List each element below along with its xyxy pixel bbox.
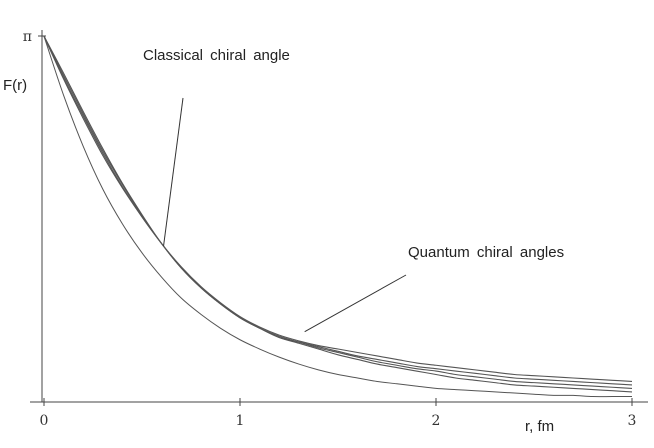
quantum-chiral-angle-line bbox=[43, 35, 633, 386]
y-tick-label: π bbox=[23, 29, 32, 45]
quantum-chiral-angle-line bbox=[43, 35, 633, 393]
quantum-chiral-angle-line bbox=[43, 35, 633, 389]
classical-annotation-label: Classical chiral angle bbox=[143, 47, 290, 64]
classical-annotation-pointer bbox=[163, 97, 184, 246]
x-axis-label: r, fm bbox=[525, 418, 554, 435]
ticks bbox=[38, 35, 633, 406]
quantum-annotation-pointer bbox=[304, 274, 407, 333]
axes bbox=[30, 30, 648, 403]
series-lines bbox=[43, 35, 633, 398]
annotations: Classical chiral angle Quantum chiral an… bbox=[143, 47, 564, 333]
x-tick-label: 3 bbox=[628, 413, 637, 429]
classical-chiral-angle-line bbox=[43, 36, 632, 398]
quantum-annotation-label: Quantum chiral angles bbox=[408, 244, 564, 261]
tick-labels: 0 1 2 3 π bbox=[23, 29, 637, 429]
x-tick-label: 2 bbox=[432, 413, 441, 429]
x-tick-label: 0 bbox=[40, 413, 49, 429]
x-tick-label: 1 bbox=[236, 413, 245, 429]
y-axis-label: F(r) bbox=[3, 77, 27, 94]
quantum-chiral-angle-line bbox=[43, 35, 633, 383]
